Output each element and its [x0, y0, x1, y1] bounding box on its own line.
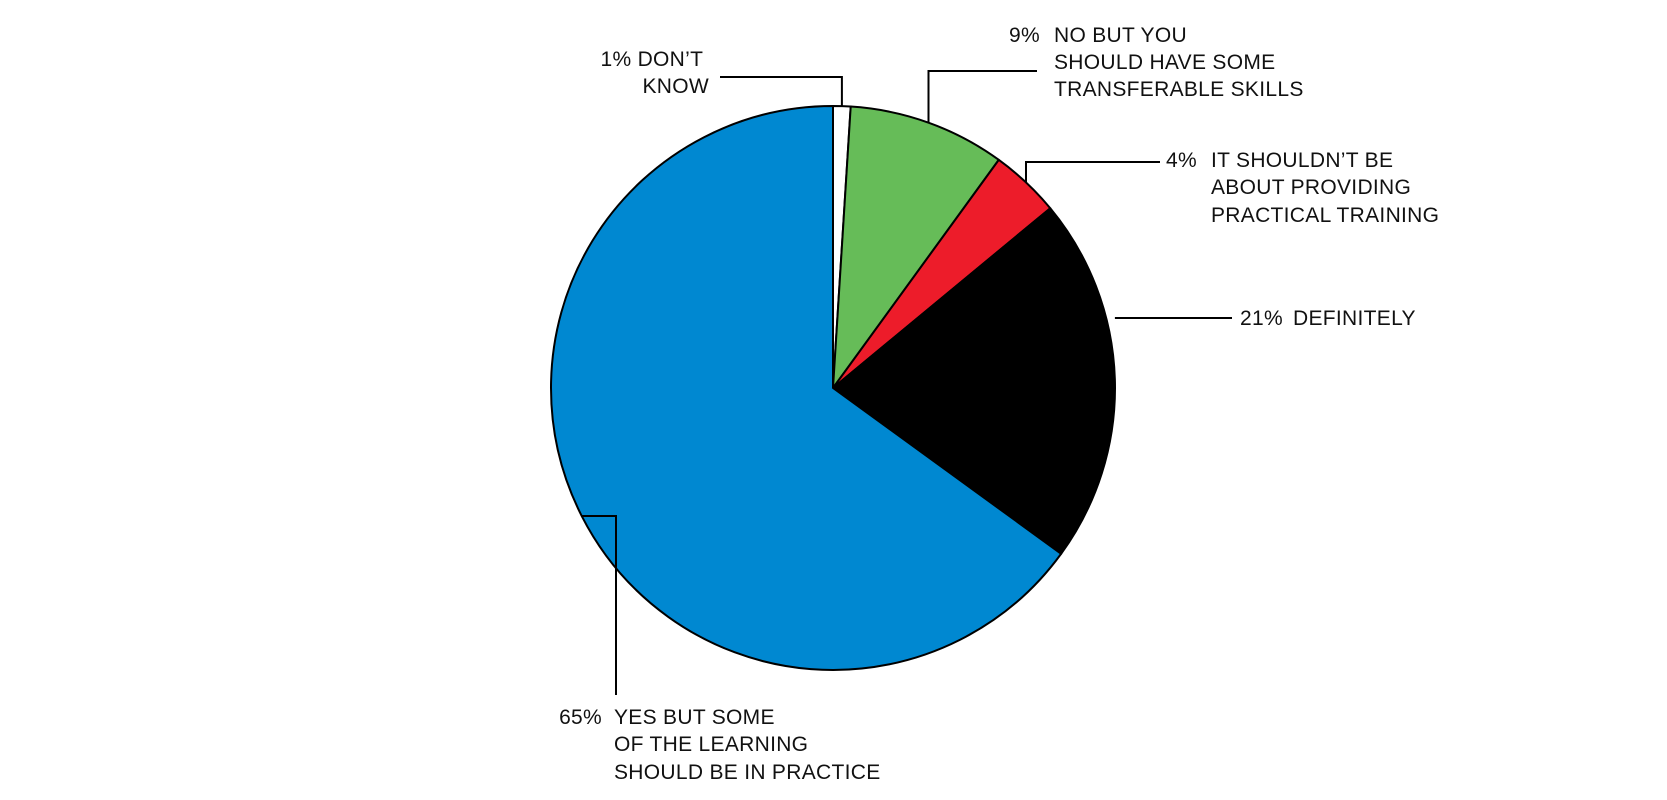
slice-text-yes-but-some-line-3: SHOULD BE IN PRACTICE [614, 761, 881, 784]
leader-yes-but-some [581, 515, 617, 695]
slice-percent-dont-know: 1% [600, 48, 631, 71]
slice-text-no-but-you-line-2: SHOULD HAVE SOME [1054, 51, 1275, 74]
leader-no-but-you [927, 70, 1037, 123]
slice-percent-definitely: 21% [1240, 307, 1283, 330]
slice-definitely [832, 207, 1116, 555]
leader-it-shouldnt-be [1025, 161, 1160, 183]
slice-text-it-shouldnt-be-line-2: ABOUT PROVIDING [1211, 176, 1411, 199]
slice-text-it-shouldnt-be: IT SHOULDN’T BE ABOUT PROVIDING PRACTICA… [1211, 149, 1439, 227]
slice-text-no-but-you: NO BUT YOU SHOULD HAVE SOME TRANSFERABLE… [1054, 24, 1304, 101]
slice-text-it-shouldnt-be-line-3: PRACTICAL TRAINING [1211, 204, 1439, 227]
slice-percent-it-shouldnt-be: 4% [1166, 149, 1197, 172]
slice-text-yes-but-some-line-2: OF THE LEARNING [614, 733, 808, 756]
slice-text-dont-know-line-1: DON’T [638, 48, 704, 71]
leader-lines [581, 70, 1232, 695]
slice-percent-yes-but-some: 65% [559, 706, 602, 729]
slice-text-dont-know-line-2: KNOW [642, 75, 709, 98]
slice-text-it-shouldnt-be-line-1: IT SHOULDN’T BE [1211, 149, 1393, 172]
slice-text-yes-but-some-line-1: YES BUT SOME [614, 706, 775, 729]
slice-text-no-but-you-line-1: NO BUT YOU [1054, 24, 1187, 47]
slice-label-dont-know: 1% DON’T KNOW [600, 48, 709, 98]
slice-text-no-but-you-line-3: TRANSFERABLE SKILLS [1054, 78, 1304, 101]
slice-text-definitely: DEFINITELY [1293, 307, 1416, 330]
pie-slices [550, 105, 1116, 671]
leader-dont-know [720, 76, 843, 107]
slice-text-yes-but-some: YES BUT SOME OF THE LEARNING SHOULD BE I… [614, 706, 881, 784]
slice-percent-no-but-you: 9% [1009, 24, 1040, 47]
